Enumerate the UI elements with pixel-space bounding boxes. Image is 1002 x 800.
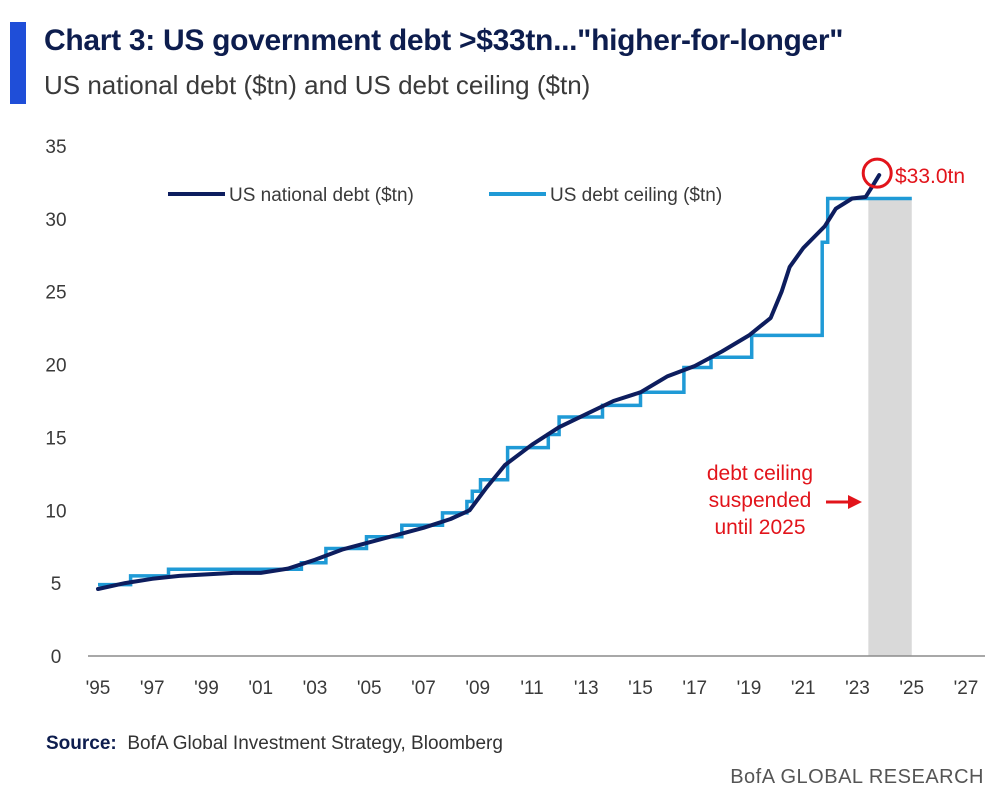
y-tick-label: 5 bbox=[51, 574, 62, 595]
suspension-arrow-head bbox=[848, 495, 862, 509]
suspension-label-line: until 2025 bbox=[714, 516, 805, 539]
x-tick-label: '07 bbox=[411, 678, 436, 699]
x-tick-label: '05 bbox=[357, 678, 382, 699]
x-tick-label: '01 bbox=[248, 678, 273, 699]
y-tick-label: 25 bbox=[45, 283, 66, 304]
chart-title: Chart 3: US government debt >$33tn..."hi… bbox=[44, 24, 844, 57]
x-tick-label: '03 bbox=[303, 678, 328, 699]
series-layer bbox=[96, 173, 912, 591]
debt-chart: 0 5 10 15 20 25 30 35 '95 '97 '99 '01 '03 '05 '07 '09 '1… bbox=[45, 137, 985, 699]
x-tick-label: '23 bbox=[845, 678, 870, 699]
axis-layer: 0 5 10 15 20 25 30 35 '95 '97 '99 '01 '03 '05 '07 '09 '1… bbox=[45, 137, 985, 699]
y-tick-label: 35 bbox=[45, 137, 66, 158]
annotations: $33.0tn debt ceiling suspended until 2025 bbox=[707, 157, 965, 539]
x-tick-label: '11 bbox=[520, 678, 543, 699]
brand-footer: BofA GLOBAL RESEARCH bbox=[730, 766, 984, 788]
x-tick-label: '25 bbox=[899, 678, 924, 699]
y-tick-label: 15 bbox=[45, 428, 66, 449]
peak-label: $33.0tn bbox=[895, 165, 965, 188]
suspension-label-line: debt ceiling bbox=[707, 462, 813, 485]
peak-circle bbox=[861, 157, 893, 189]
x-tick-label: '15 bbox=[628, 678, 653, 699]
y-tick-label: 10 bbox=[45, 501, 66, 522]
legend-label-ceiling: US debt ceiling ($tn) bbox=[550, 185, 722, 206]
suspension-label-line: suspended bbox=[709, 489, 812, 512]
x-tick-label: '99 bbox=[194, 678, 219, 699]
source-text: BofA Global Investment Strategy, Bloombe… bbox=[127, 733, 503, 754]
source-note: Source: BofA Global Investment Strategy,… bbox=[46, 733, 503, 755]
accent-bar bbox=[10, 22, 26, 104]
national-debt-line bbox=[96, 173, 882, 591]
x-tick-label: '27 bbox=[954, 678, 979, 699]
x-tick-label: '13 bbox=[574, 678, 599, 699]
x-tick-label: '09 bbox=[465, 678, 490, 699]
x-tick-label: '21 bbox=[791, 678, 816, 699]
chart-subtitle: US national debt ($tn) and US debt ceili… bbox=[44, 70, 591, 100]
source-label: Source: bbox=[46, 733, 117, 754]
y-tick-label: 20 bbox=[45, 356, 66, 377]
legend-label-debt: US national debt ($tn) bbox=[229, 185, 414, 206]
x-tick-label: '19 bbox=[737, 678, 762, 699]
y-tick-label: 30 bbox=[45, 210, 66, 231]
x-tick-label: '95 bbox=[86, 678, 111, 699]
x-tick-label: '97 bbox=[140, 678, 165, 699]
x-tick-label: '17 bbox=[682, 678, 707, 699]
shade-layer bbox=[868, 198, 912, 656]
legend: US national debt ($tn) US debt ceiling ($… bbox=[168, 185, 722, 206]
suspension-shade bbox=[868, 198, 912, 656]
y-tick-label: 0 bbox=[51, 647, 62, 668]
